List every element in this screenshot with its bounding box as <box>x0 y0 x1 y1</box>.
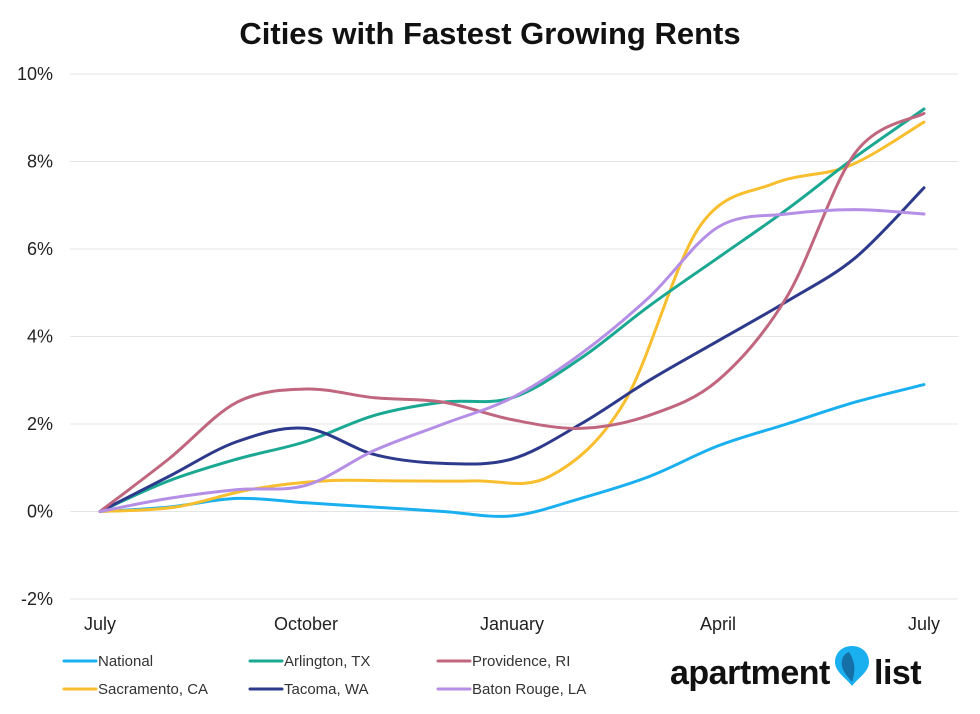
series-line-providence-ri <box>98 111 926 513</box>
chart-title: Cities with Fastest Growing Rents <box>239 16 740 51</box>
apartment-list-logo: apartment list <box>670 646 922 692</box>
location-pin-icon <box>835 646 869 686</box>
series-line-tacoma-wa <box>98 186 926 513</box>
legend-item: Baton Rouge, LA <box>436 681 586 698</box>
legend-label: Arlington, TX <box>284 653 370 670</box>
legend-label: Providence, RI <box>472 653 570 670</box>
x-tick-label: July <box>908 614 940 634</box>
x-tick-label: January <box>480 614 544 634</box>
y-tick-label: 4% <box>27 327 53 347</box>
legend-item: Tacoma, WA <box>248 681 368 698</box>
y-tick-label: -2% <box>21 589 53 609</box>
legend-item: Providence, RI <box>436 653 570 670</box>
series-line-baton-rouge-la <box>98 208 926 513</box>
series-line-sacramento-ca <box>98 120 926 513</box>
series-line-national <box>98 383 926 518</box>
x-tick-label: July <box>84 614 116 634</box>
legend-item: Sacramento, CA <box>62 681 208 698</box>
y-tick-label: 2% <box>27 414 53 434</box>
legend: National Arlington, TX Providence, RI Sacra… <box>62 653 586 698</box>
legend-label: National <box>98 653 153 670</box>
legend-label: Tacoma, WA <box>284 681 368 698</box>
y-tick-label: 10% <box>17 64 53 84</box>
legend-item: Arlington, TX <box>248 653 370 670</box>
gridlines <box>70 73 958 600</box>
y-tick-label: 0% <box>27 502 53 522</box>
x-tick-label: April <box>700 614 736 634</box>
y-tick-label: 8% <box>27 152 53 172</box>
series-lines <box>98 107 926 518</box>
x-tick-label: October <box>274 614 338 634</box>
brand-word-list: list <box>874 654 921 692</box>
x-axis-ticks: July October January April July <box>84 614 940 634</box>
brand-word-apartment: apartment <box>670 654 830 692</box>
legend-label: Sacramento, CA <box>98 681 208 698</box>
y-tick-label: 6% <box>27 239 53 259</box>
series-line-arlington-tx <box>98 107 926 513</box>
y-axis-ticks: -2% 0% 2% 4% 6% 8% 10% <box>17 64 53 609</box>
legend-label: Baton Rouge, LA <box>472 681 586 698</box>
legend-item: National <box>62 653 153 670</box>
